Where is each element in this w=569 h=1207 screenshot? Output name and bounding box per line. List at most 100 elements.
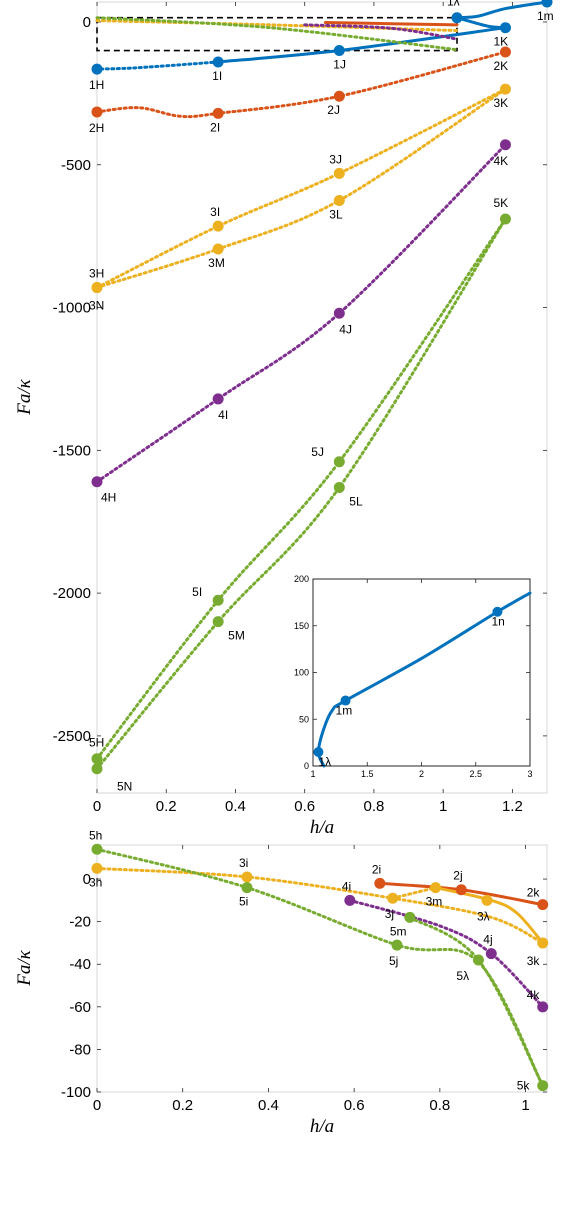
point-label: 5h (89, 828, 102, 842)
data-point (333, 481, 345, 493)
series-line-5 (95, 847, 545, 1088)
x-tick-label: 0.4 (258, 1097, 279, 1114)
data-point (472, 954, 484, 966)
data-point (387, 892, 399, 904)
point-label: 5k (517, 1079, 531, 1093)
y-tick-label: 200 (294, 574, 309, 584)
point-label: 4J (339, 322, 352, 336)
point-label: 3N (89, 299, 104, 313)
data-point (430, 882, 442, 894)
point-label: 3K (493, 96, 508, 110)
data-point (212, 393, 224, 405)
series-line-12 (95, 217, 507, 771)
y-axis-label: Fa/κ (14, 949, 35, 986)
x-tick-label: 1 (521, 1097, 529, 1114)
point-label: 5J (311, 445, 324, 459)
point-label: 5K (493, 196, 508, 210)
y-tick-label: 50 (299, 714, 309, 724)
x-tick-label: 1.5 (361, 769, 374, 779)
point-label: 1λ (447, 0, 460, 9)
data-point (537, 937, 549, 949)
point-label: 4k (527, 988, 541, 1002)
series-line-1 (455, 16, 507, 30)
x-tick-label: 0.4 (225, 798, 246, 815)
data-point (333, 45, 345, 57)
series-line-2 (95, 866, 545, 945)
data-point (333, 167, 345, 179)
y-tick-label: 150 (294, 621, 309, 631)
point-label: 4I (218, 408, 228, 422)
data-point (541, 0, 553, 8)
series-line-11 (95, 217, 507, 761)
point-label: 1λ (318, 755, 331, 769)
point-label: 3h (89, 875, 102, 889)
point-label: 1H (89, 78, 104, 92)
bottom-panel: 0 0.2 0.4 0.6 0.8 1 0 -20 -40 -60 -80 -100 h/a Fa/κ 5h… (14, 828, 549, 1137)
inset-panel: 1 1.5 2 2.5 3 0 50 100 150 200 1λ 1m 1n (294, 574, 533, 779)
data-point (537, 899, 549, 911)
y-axis-label: Fa/κ (14, 378, 35, 415)
data-point (499, 22, 511, 34)
y-tick-label: -40 (69, 956, 91, 973)
point-label: 3L (329, 207, 343, 221)
point-label: 2I (210, 120, 220, 134)
y-tick-label: -80 (69, 1041, 91, 1058)
y-tick-label: -1500 (53, 442, 91, 459)
data-point (340, 695, 351, 706)
data-point (333, 307, 345, 319)
point-label: 1n (491, 615, 504, 629)
data-point (91, 862, 103, 874)
point-label: 5N (117, 780, 132, 794)
y-tick-label: -20 (69, 914, 91, 931)
point-label: 5i (239, 895, 248, 909)
plot-frame (96, 1, 548, 794)
y-tick-label: 100 (294, 668, 309, 678)
x-axis-label: h/a (310, 817, 334, 838)
data-point (391, 939, 403, 951)
point-label: 1K (493, 35, 508, 49)
y-tick-label: 0 (304, 761, 309, 771)
data-point (492, 606, 503, 617)
data-point (91, 753, 103, 765)
data-point (404, 911, 416, 923)
series-line-4 (323, 21, 459, 27)
data-point (91, 843, 103, 855)
zoom-region-box (96, 16, 458, 52)
series-line-10 (303, 23, 459, 41)
point-label: 5L (349, 494, 363, 508)
point-label: 2K (493, 59, 508, 73)
x-tick-label: 0.6 (344, 1097, 365, 1114)
data-point (344, 894, 356, 906)
point-label: 4K (493, 154, 508, 168)
x-tick-label: 0 (93, 1097, 101, 1114)
point-label: 3H (89, 267, 104, 281)
data-point (91, 282, 103, 294)
point-label: 5m (390, 924, 407, 938)
point-label: 5I (192, 585, 202, 599)
point-label: 2j (453, 869, 462, 883)
data-point (333, 456, 345, 468)
point-label: 5H (89, 736, 104, 750)
data-point (499, 83, 511, 95)
series-line-0 (455, 0, 549, 20)
data-point (212, 56, 224, 68)
point-label: 3i (239, 856, 248, 870)
series-line-9 (95, 143, 507, 484)
series-line-8 (95, 19, 459, 33)
data-point (241, 882, 253, 894)
x-tick-label: 1.2 (502, 798, 523, 815)
y-tick-label: -60 (69, 999, 91, 1016)
point-label: 3m (426, 895, 443, 909)
y-tick-label: -500 (61, 157, 91, 174)
top-panel: 0 0.2 0.4 0.6 0.8 1 1.2 0 -500 -1000 -1500 -2000 -25… (14, 0, 554, 838)
data-point (455, 884, 467, 896)
point-label: 2k (527, 886, 541, 900)
data-point (91, 106, 103, 118)
x-tick-label: 1 (439, 798, 447, 815)
series-line-6 (95, 87, 507, 290)
x-tick-label: 2 (419, 769, 424, 779)
point-label: 3λ (477, 909, 490, 923)
plot-frame (96, 844, 548, 1093)
y-tick-label: 0 (83, 871, 91, 888)
